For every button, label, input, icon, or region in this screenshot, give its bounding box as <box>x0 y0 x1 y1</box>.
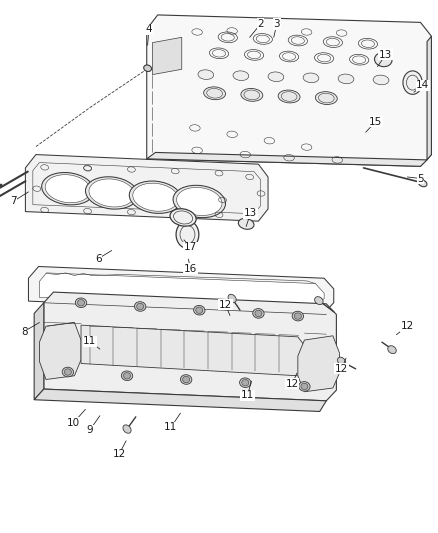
Text: 6: 6 <box>95 254 102 263</box>
Text: 3: 3 <box>273 19 280 29</box>
Ellipse shape <box>89 179 134 207</box>
Polygon shape <box>298 336 339 392</box>
Ellipse shape <box>137 303 144 310</box>
Polygon shape <box>39 273 324 308</box>
Text: 4: 4 <box>145 25 152 34</box>
Text: 7: 7 <box>10 197 17 206</box>
Text: 12: 12 <box>113 449 126 459</box>
Ellipse shape <box>204 87 226 100</box>
Text: 13: 13 <box>244 208 257 218</box>
Ellipse shape <box>42 173 94 205</box>
Text: 12: 12 <box>219 300 232 310</box>
Ellipse shape <box>299 382 310 391</box>
Polygon shape <box>147 15 431 166</box>
Ellipse shape <box>170 209 196 226</box>
Ellipse shape <box>196 307 203 313</box>
Polygon shape <box>44 292 336 401</box>
Ellipse shape <box>301 383 308 390</box>
Polygon shape <box>28 266 334 313</box>
Polygon shape <box>152 37 182 75</box>
Ellipse shape <box>240 378 251 387</box>
Text: 2: 2 <box>257 19 264 29</box>
Ellipse shape <box>123 425 131 433</box>
Ellipse shape <box>78 300 85 306</box>
Ellipse shape <box>194 305 205 315</box>
Ellipse shape <box>418 180 427 187</box>
Ellipse shape <box>374 53 392 67</box>
Ellipse shape <box>268 72 284 82</box>
Ellipse shape <box>255 310 262 317</box>
Text: 9: 9 <box>86 425 93 435</box>
Ellipse shape <box>183 376 190 383</box>
Text: 10: 10 <box>67 418 80 427</box>
Ellipse shape <box>314 297 323 304</box>
Ellipse shape <box>45 175 91 203</box>
Text: 8: 8 <box>21 327 28 336</box>
Ellipse shape <box>144 65 152 71</box>
Text: 17: 17 <box>184 243 197 252</box>
Ellipse shape <box>238 219 254 229</box>
Polygon shape <box>427 36 431 160</box>
Ellipse shape <box>133 183 178 211</box>
Text: 13: 13 <box>379 50 392 60</box>
Ellipse shape <box>129 181 182 213</box>
Polygon shape <box>34 389 326 411</box>
Ellipse shape <box>253 309 264 318</box>
Ellipse shape <box>124 373 131 379</box>
Text: 12: 12 <box>286 379 299 389</box>
Ellipse shape <box>242 379 249 386</box>
Ellipse shape <box>198 70 214 79</box>
Ellipse shape <box>338 357 346 366</box>
Ellipse shape <box>176 221 199 248</box>
Text: 15: 15 <box>369 117 382 126</box>
Ellipse shape <box>388 346 396 353</box>
Ellipse shape <box>228 294 236 303</box>
Ellipse shape <box>64 369 71 375</box>
Text: 11: 11 <box>241 391 254 400</box>
Text: 11: 11 <box>164 423 177 432</box>
Polygon shape <box>81 325 304 376</box>
Ellipse shape <box>278 90 300 103</box>
Text: 14: 14 <box>416 80 429 90</box>
Ellipse shape <box>85 177 138 209</box>
Ellipse shape <box>315 92 337 104</box>
Text: 12: 12 <box>335 364 348 374</box>
Ellipse shape <box>233 71 249 80</box>
Text: 5: 5 <box>417 174 424 183</box>
Ellipse shape <box>75 298 87 308</box>
Ellipse shape <box>292 311 304 321</box>
Ellipse shape <box>173 185 226 217</box>
Ellipse shape <box>303 73 319 83</box>
Text: 12: 12 <box>401 321 414 331</box>
Ellipse shape <box>180 375 192 384</box>
Ellipse shape <box>62 367 74 377</box>
Polygon shape <box>39 322 81 379</box>
Ellipse shape <box>134 302 146 311</box>
Text: 16: 16 <box>184 264 197 273</box>
Ellipse shape <box>177 188 222 215</box>
Ellipse shape <box>121 371 133 381</box>
Text: 11: 11 <box>83 336 96 346</box>
Ellipse shape <box>403 71 422 94</box>
Polygon shape <box>147 152 427 166</box>
Ellipse shape <box>338 74 354 84</box>
Ellipse shape <box>294 313 301 319</box>
Polygon shape <box>34 303 44 400</box>
Ellipse shape <box>373 75 389 85</box>
Polygon shape <box>25 155 268 221</box>
Ellipse shape <box>241 88 263 101</box>
